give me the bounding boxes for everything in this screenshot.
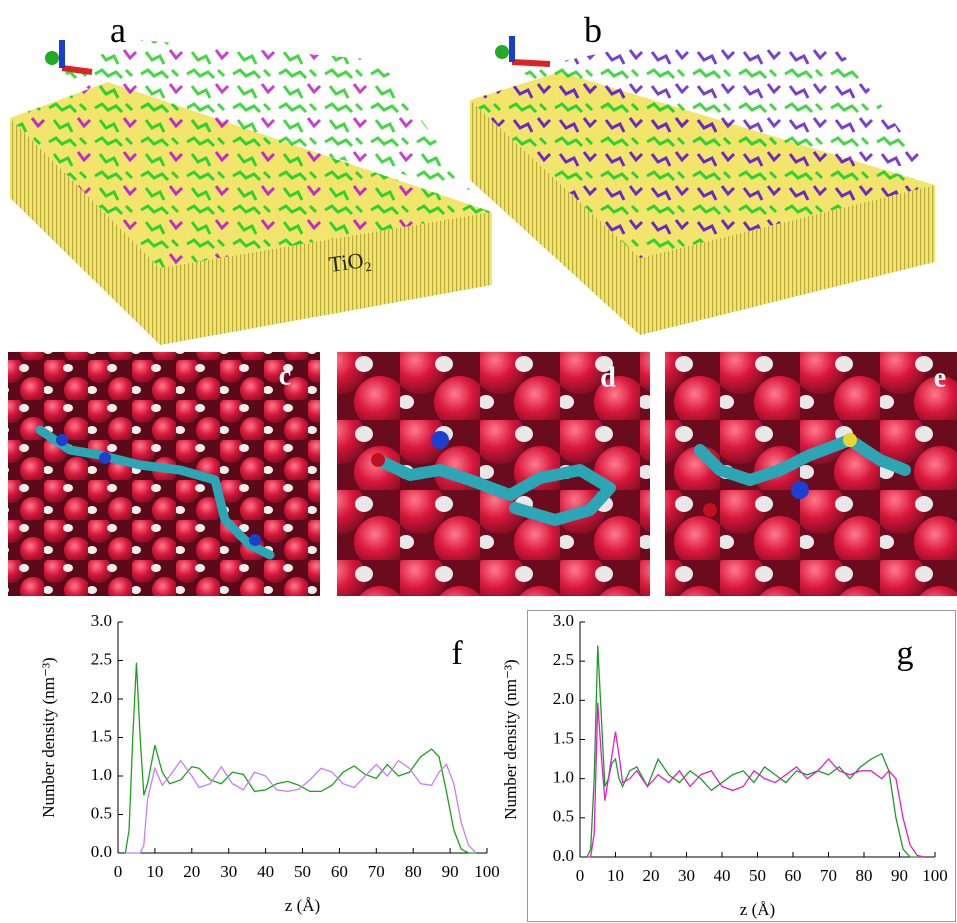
x-tick-label: 30 xyxy=(678,866,695,885)
figure: a b TiO₂ c d e 0.00.51.01.52.02.53.00102… xyxy=(0,0,957,923)
panel-b-image xyxy=(470,36,935,335)
series-line xyxy=(587,646,924,858)
x-tick-label: 10 xyxy=(607,866,624,885)
x-tick-label: 30 xyxy=(220,862,237,881)
series-line xyxy=(125,663,476,853)
x-axis-label: z (Å) xyxy=(740,900,775,919)
x-tick-label: 80 xyxy=(405,862,422,881)
x-tick-label: 60 xyxy=(785,866,802,885)
y-tick-label: 1.0 xyxy=(91,765,112,784)
series-line xyxy=(125,761,476,853)
x-tick-label: 0 xyxy=(576,866,585,885)
x-tick-label: 90 xyxy=(891,866,908,885)
x-tick-label: 70 xyxy=(820,866,837,885)
y-tick-label: 0.5 xyxy=(553,807,574,826)
y-axis-label: Number density (nm⁻³) xyxy=(39,657,58,817)
panel-label: d xyxy=(600,362,616,393)
panel-label: a xyxy=(110,10,126,50)
panel-a-image xyxy=(10,40,492,345)
x-tick-label: 10 xyxy=(146,862,163,881)
x-tick-label: 0 xyxy=(114,862,123,881)
x-tick-label: 20 xyxy=(183,862,200,881)
x-tick-label: 60 xyxy=(331,862,348,881)
y-tick-label: 1.0 xyxy=(553,768,574,787)
x-tick-label: 100 xyxy=(922,866,948,885)
x-tick-label: 40 xyxy=(714,866,731,885)
y-tick-label: 1.5 xyxy=(553,728,574,747)
x-tick-label: 40 xyxy=(257,862,274,881)
x-tick-label: 90 xyxy=(442,862,459,881)
x-tick-label: 70 xyxy=(368,862,385,881)
y-tick-label: 2.0 xyxy=(553,689,574,708)
x-tick-label: 20 xyxy=(643,866,660,885)
y-tick-label: 3.0 xyxy=(553,611,574,630)
panel-label: c xyxy=(279,360,291,391)
y-tick-label: 2.5 xyxy=(91,649,112,668)
x-tick-label: 50 xyxy=(294,862,311,881)
y-tick-label: 2.5 xyxy=(553,650,574,669)
x-axis-label: z (Å) xyxy=(285,896,320,915)
panel-c-image xyxy=(8,352,320,596)
y-tick-label: 0.0 xyxy=(553,846,574,865)
x-tick-label: 80 xyxy=(856,866,873,885)
y-tick-label: 1.5 xyxy=(91,726,112,745)
y-tick-label: 0.5 xyxy=(91,803,112,822)
chart-title: g xyxy=(897,635,914,672)
panel-e-image xyxy=(665,352,957,596)
y-tick-label: 0.0 xyxy=(91,842,112,861)
panel-label: e xyxy=(934,362,946,393)
panel-label: b xyxy=(584,10,602,50)
x-tick-label: 100 xyxy=(474,862,500,881)
axes-icon xyxy=(495,36,550,64)
page: a b TiO₂ c d e 0.00.51.01.52.02.53.00102… xyxy=(0,0,957,923)
y-tick-label: 2.0 xyxy=(91,688,112,707)
x-tick-label: 50 xyxy=(749,866,766,885)
y-axis-label: Number density (nm⁻³) xyxy=(501,659,520,819)
y-tick-label: 3.0 xyxy=(91,611,112,630)
chart-title: f xyxy=(451,635,463,672)
